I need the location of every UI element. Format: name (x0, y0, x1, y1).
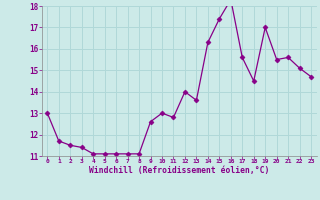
X-axis label: Windchill (Refroidissement éolien,°C): Windchill (Refroidissement éolien,°C) (89, 166, 269, 175)
